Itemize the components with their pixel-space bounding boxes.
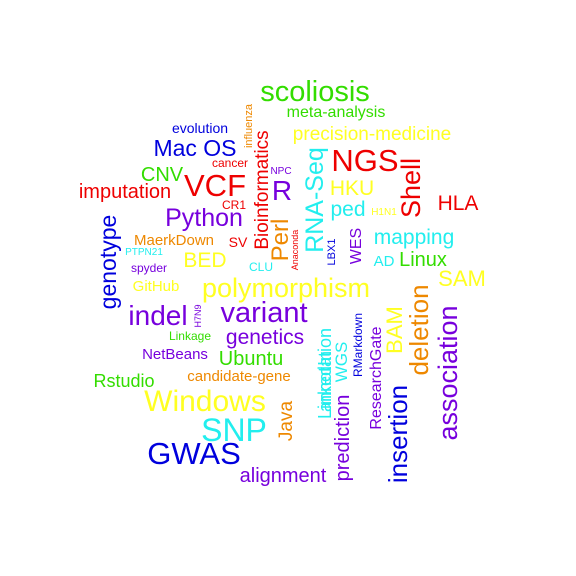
word-sam: SAM — [438, 266, 486, 291]
word-mac-os: Mac OS — [153, 135, 236, 161]
word-gwas: GWAS — [147, 436, 241, 471]
word-npc: NPC — [270, 166, 291, 177]
word-shell: Shell — [396, 158, 426, 218]
word-imputation: imputation — [79, 181, 171, 203]
word-mapping: mapping — [374, 226, 455, 249]
word-h1n1: H1N1 — [371, 207, 397, 218]
word-variant: variant — [220, 297, 307, 329]
word-clu: CLU — [249, 260, 273, 274]
word-cr1: CR1 — [222, 198, 246, 212]
word-linkage: Linkage — [169, 329, 211, 343]
word-wes: WES — [348, 228, 365, 264]
word-alignment: alignment — [240, 465, 327, 487]
word-hla: HLA — [438, 192, 479, 215]
word-maerkdown: MaerkDown — [134, 232, 214, 249]
word-github: GitHub — [133, 278, 180, 295]
word-bioinformatics: Bioinformatics — [252, 130, 273, 249]
word-precision-medicine: precision-medicine — [293, 124, 451, 145]
word-rmarkdown: RMarkdown — [351, 313, 365, 377]
word-r: R — [272, 175, 292, 206]
word-bed: BED — [183, 249, 226, 272]
word-netbeans: NetBeans — [142, 346, 208, 363]
word-indel: indel — [128, 300, 187, 331]
word-scoliosis: scoliosis — [260, 76, 370, 108]
word-candidate-gene: candidate-gene — [187, 368, 290, 385]
word-influenza: influenza — [243, 103, 255, 148]
word-sv: SV — [229, 234, 248, 250]
word-evolution: evolution — [172, 120, 228, 136]
word-prediction: prediction — [332, 395, 354, 482]
word-python: Python — [165, 204, 243, 232]
word-rstudio: Rstudio — [93, 371, 154, 391]
word-meta-analysis: meta-analysis — [287, 104, 386, 121]
word-bam: BAM — [382, 306, 407, 354]
word-deletion: deletion — [404, 284, 434, 375]
word-ped: ped — [330, 198, 365, 221]
word-ad: AD — [374, 253, 395, 270]
word-spyder: spyder — [131, 261, 167, 275]
word-researchgate: ResearchGate — [368, 326, 385, 429]
word-insertion: insertion — [383, 385, 413, 483]
word-association: association — [433, 305, 463, 440]
word-linux: Linux — [399, 249, 447, 271]
word-genetics: genetics — [226, 326, 304, 349]
word-genotype: genotype — [95, 215, 121, 310]
word-hku: HKU — [330, 177, 374, 200]
word-cancer: cancer — [212, 156, 248, 170]
word-ptpn21: PTPN21 — [125, 247, 163, 258]
word-polymorphism: polymorphism — [202, 273, 370, 303]
word-annotation: annotation — [315, 328, 335, 412]
word-vcf: VCF — [184, 168, 246, 203]
word-anaconda: Anaconda — [290, 230, 300, 271]
word-java: Java — [276, 401, 297, 442]
word-h7n9: H7N9 — [193, 304, 203, 327]
word-perl: Perl — [267, 219, 294, 262]
word-rna-seq: RNA-Seq — [301, 147, 329, 253]
word-linkedin: LinkedIn — [315, 351, 335, 419]
word-snp: SNP — [201, 412, 267, 448]
word-wgs: WGS — [332, 342, 351, 383]
word-ubuntu: Ubuntu — [219, 348, 284, 370]
word-lbx1: LBX1 — [326, 239, 338, 266]
word-ngs: NGS — [331, 143, 398, 178]
word-cnv: CNV — [141, 164, 184, 186]
word-windows: Windows — [144, 385, 266, 418]
